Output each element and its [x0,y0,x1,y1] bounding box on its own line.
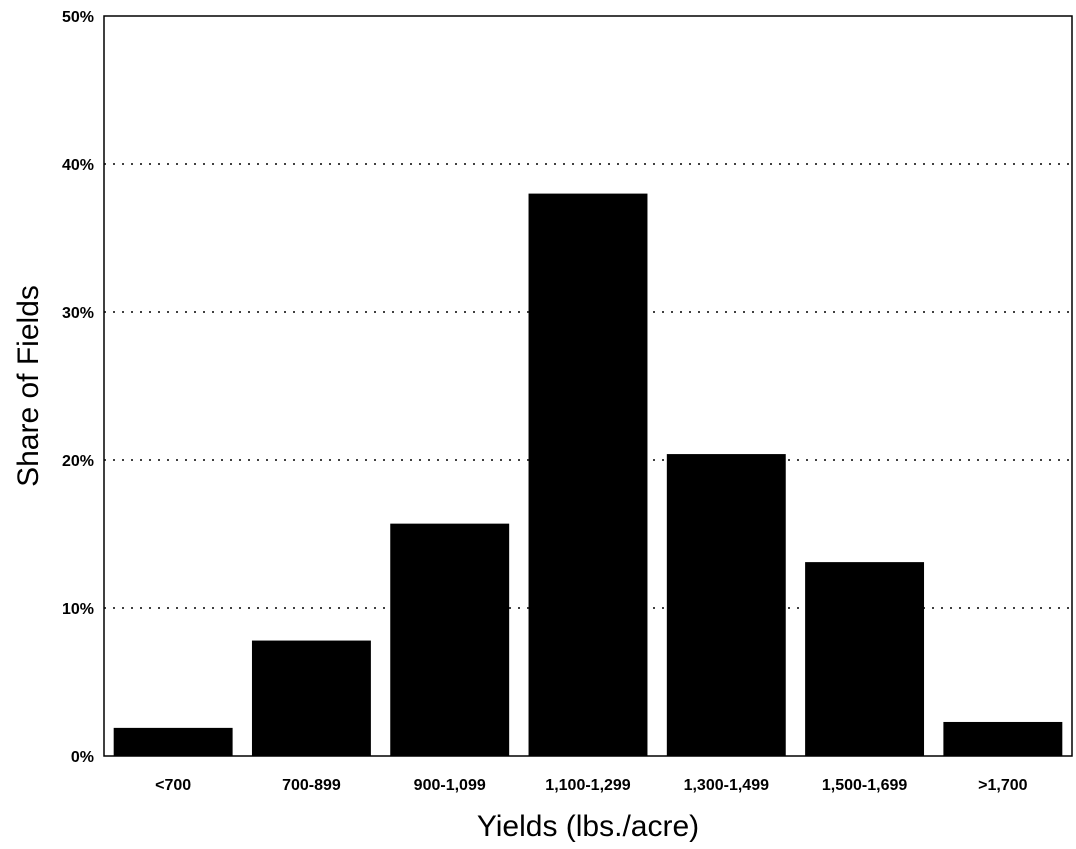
x-axis-ticks: <700 700-899 900-1,099 1,100-1,299 1,300-1,4… [155,777,1028,794]
bar [113,727,233,756]
bar [528,193,648,757]
y-tick-label: 10% [62,601,94,618]
bar [390,523,510,756]
y-tick-label: 20% [62,453,94,470]
y-axis-title: Share of Fields [12,285,45,487]
y-tick-label: 0% [71,749,94,766]
y-tick-label: 50% [62,9,94,26]
bars [113,193,1063,757]
y-axis-ticks: 0% 10% 20% 30% 40% 50% [62,9,94,766]
bar [251,640,371,756]
x-tick-label: 1,100-1,299 [545,777,631,794]
x-tick-label: <700 [155,777,191,794]
x-tick-label: 900-1,099 [414,777,486,794]
plot-frame [103,15,1073,757]
y-tick-label: 30% [62,305,94,322]
bar [805,562,925,756]
bar [666,454,786,756]
x-tick-label: 700-899 [282,777,341,794]
x-tick-label: 1,300-1,499 [684,777,770,794]
x-tick-label: 1,500-1,699 [822,777,908,794]
bar [943,721,1063,756]
x-tick-label: >1,700 [978,777,1027,794]
x-axis-title: Yields (lbs./acre) [477,810,699,843]
y-tick-label: 40% [62,157,94,174]
